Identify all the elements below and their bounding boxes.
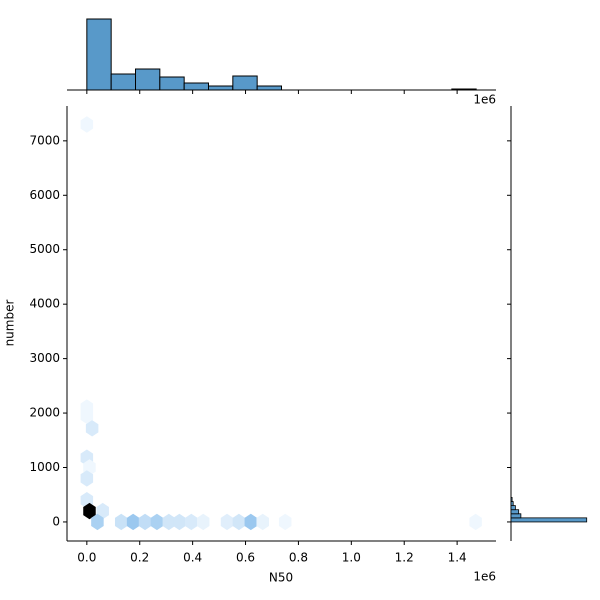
- right-hist-bar: [510, 497, 513, 502]
- top-hist-bar: [208, 85, 234, 91]
- x-tick-label: 1.0: [342, 551, 361, 565]
- hexbin-cell: [114, 513, 128, 531]
- hexbin-cell: [196, 513, 210, 531]
- right-hist-bar: [510, 501, 514, 507]
- right-hist-bar: [510, 509, 520, 515]
- hexbin-cell: [220, 513, 234, 531]
- x-offset-label-top: 1e6: [473, 93, 496, 107]
- x-tick-label: 0.6: [236, 551, 255, 565]
- hexbin-cell: [150, 513, 164, 531]
- x-tick-label: 0.4: [183, 551, 202, 565]
- y-tick-label: 0: [52, 514, 60, 528]
- y-tick-label: 1000: [29, 460, 60, 474]
- x-tick-label: 1.2: [395, 551, 414, 565]
- x-tick-label: 1.4: [448, 551, 467, 565]
- hexbin-cell: [173, 513, 186, 531]
- hexbin-cell: [126, 513, 140, 531]
- hexbin-cell: [162, 513, 176, 531]
- top-hist-bar: [159, 76, 185, 91]
- hexbin-cell: [80, 470, 94, 487]
- y-axis-label: number: [3, 300, 17, 347]
- y-tick-label: 4000: [29, 297, 60, 311]
- top-hist-bar: [110, 73, 137, 91]
- top-hist-bar: [451, 88, 477, 91]
- y-tick-label: 3000: [29, 351, 60, 365]
- hexbin-cell: [80, 116, 94, 133]
- right-hist-bar: [510, 505, 516, 511]
- y-tick-label: 2000: [29, 406, 60, 420]
- top-hist-bar: [183, 82, 210, 91]
- top-hist-bar: [135, 68, 161, 91]
- y-tick-label: 6000: [29, 188, 60, 202]
- hexbin-cell: [256, 513, 269, 531]
- hexbin-cell: [80, 407, 94, 424]
- x-axis-label: N50: [269, 571, 293, 585]
- hexbin-cell: [96, 502, 109, 520]
- hexbin-cell: [185, 513, 198, 531]
- hexbin-cell: [138, 513, 152, 531]
- top-hist-bar: [256, 85, 283, 91]
- hexbin-cell: [469, 513, 482, 531]
- hexbin-cell: [244, 513, 258, 531]
- hexbin-cell: [91, 513, 104, 531]
- right-hist-bar: [510, 513, 522, 519]
- x-tick-label: 0.2: [130, 551, 149, 565]
- hexbin-cell: [278, 513, 292, 531]
- hexbin-cell: [83, 502, 96, 520]
- hexbin-cell: [85, 420, 99, 437]
- right-hist-bar: [510, 517, 588, 523]
- y-tick-label: 7000: [29, 133, 60, 147]
- x-tick-label: 0.0: [77, 551, 96, 565]
- x-offset-label: 1e6: [473, 570, 496, 584]
- x-tick-label: 0.8: [289, 551, 308, 565]
- top-hist-bar: [86, 18, 112, 91]
- top-hist-bar: [232, 75, 258, 91]
- hexbin-cell: [232, 513, 246, 531]
- y-tick-label: 5000: [29, 242, 60, 256]
